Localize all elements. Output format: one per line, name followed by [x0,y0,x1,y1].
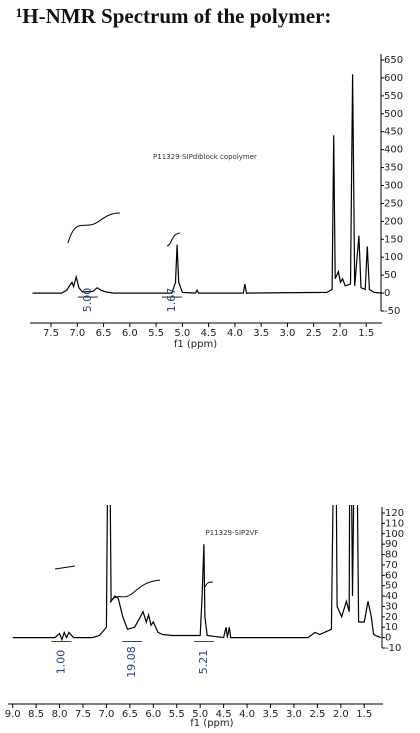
x-tick-label: 6.5 [96,328,112,339]
x-tick-label: 5.0 [192,709,208,720]
x-tick-label: 8.5 [28,709,44,720]
x-axis-label: f1 (ppm) [174,339,217,350]
x-tick-label: 7.0 [69,328,85,339]
integral-label: 1.00 [54,650,67,675]
x-tick-label: 4.5 [201,328,217,339]
integral-label: 5.00 [81,288,94,313]
y-tick-label: 400 [384,145,403,156]
y-tick-label: 120 [385,508,404,519]
spectrum-line [12,505,381,642]
x-tick-label: 9.0 [5,709,21,720]
integral-label: 19.08 [125,646,138,678]
x-tick-label: 5.5 [148,328,164,339]
heading: ¹H-NMR Spectrum of the polymer: [16,4,332,28]
x-tick-label: 7.5 [43,328,59,339]
x-tick-label: 4.0 [227,328,243,339]
y-tick-label: 80 [385,550,398,561]
x-axis-label: f1 (ppm) [190,718,233,729]
y-tick-label: 650 [384,55,403,66]
y-tick-label: 200 [384,216,403,227]
x-tick-label: 7.5 [75,709,91,720]
y-tick-label: 50 [384,270,397,281]
x-tick-label: 6.0 [145,709,161,720]
y-tick-label: 40 [385,591,398,602]
y-tick-label: 100 [384,252,403,263]
x-tick-label: 3.0 [279,328,295,339]
x-tick-label: 6.0 [122,328,138,339]
y-tick-label: 60 [385,570,398,581]
x-tick-label: 6.5 [122,709,138,720]
y-tick-label: -50 [384,306,400,317]
y-tick-label: -10 [385,643,401,654]
x-tick-label: 8.0 [52,709,68,720]
y-tick-label: 30 [385,601,398,612]
x-tick-label: 2.0 [332,328,348,339]
x-tick-label: 3.5 [263,709,279,720]
y-tick-label: 110 [385,518,404,529]
x-tick-label: 1.5 [358,328,374,339]
y-tick-label: 90 [385,539,398,550]
spectrum-title: P11329-SIPdiblock copolymer [153,153,257,161]
y-tick-label: 0 [385,633,391,644]
y-tick-label: 550 [384,91,403,102]
y-tick-label: 70 [385,560,398,571]
y-tick-label: 300 [384,181,403,192]
integral-label: 1.67 [165,288,178,313]
x-tick-label: 4.5 [216,709,232,720]
x-tick-label: 3.5 [253,328,269,339]
y-tick-label: 20 [385,612,398,623]
x-tick-label: 5.0 [174,328,190,339]
x-tick-label: 7.0 [98,709,114,720]
y-tick-label: 250 [384,198,403,209]
spectrum-title: P11329-SIP2VF [205,529,258,537]
y-tick-label: 350 [384,163,403,174]
x-tick-label: 1.5 [356,709,372,720]
x-tick-label: 2.0 [333,709,349,720]
x-tick-label: 4.0 [239,709,255,720]
y-tick-label: 10 [385,622,398,633]
y-tick-label: 50 [385,581,398,592]
y-tick-label: 0 [384,288,390,299]
x-tick-label: 2.5 [309,709,325,720]
y-tick-label: 100 [385,529,404,540]
x-tick-label: 3.0 [286,709,302,720]
y-tick-label: 600 [384,73,403,84]
y-tick-label: 150 [384,234,403,245]
x-tick-label: 5.5 [169,709,185,720]
y-tick-label: 500 [384,109,403,120]
spectrum-line [32,74,382,294]
integral-label: 5.21 [197,650,210,675]
x-tick-label: 2.5 [306,328,322,339]
integral-curves [54,212,214,603]
y-tick-label: 450 [384,127,403,138]
